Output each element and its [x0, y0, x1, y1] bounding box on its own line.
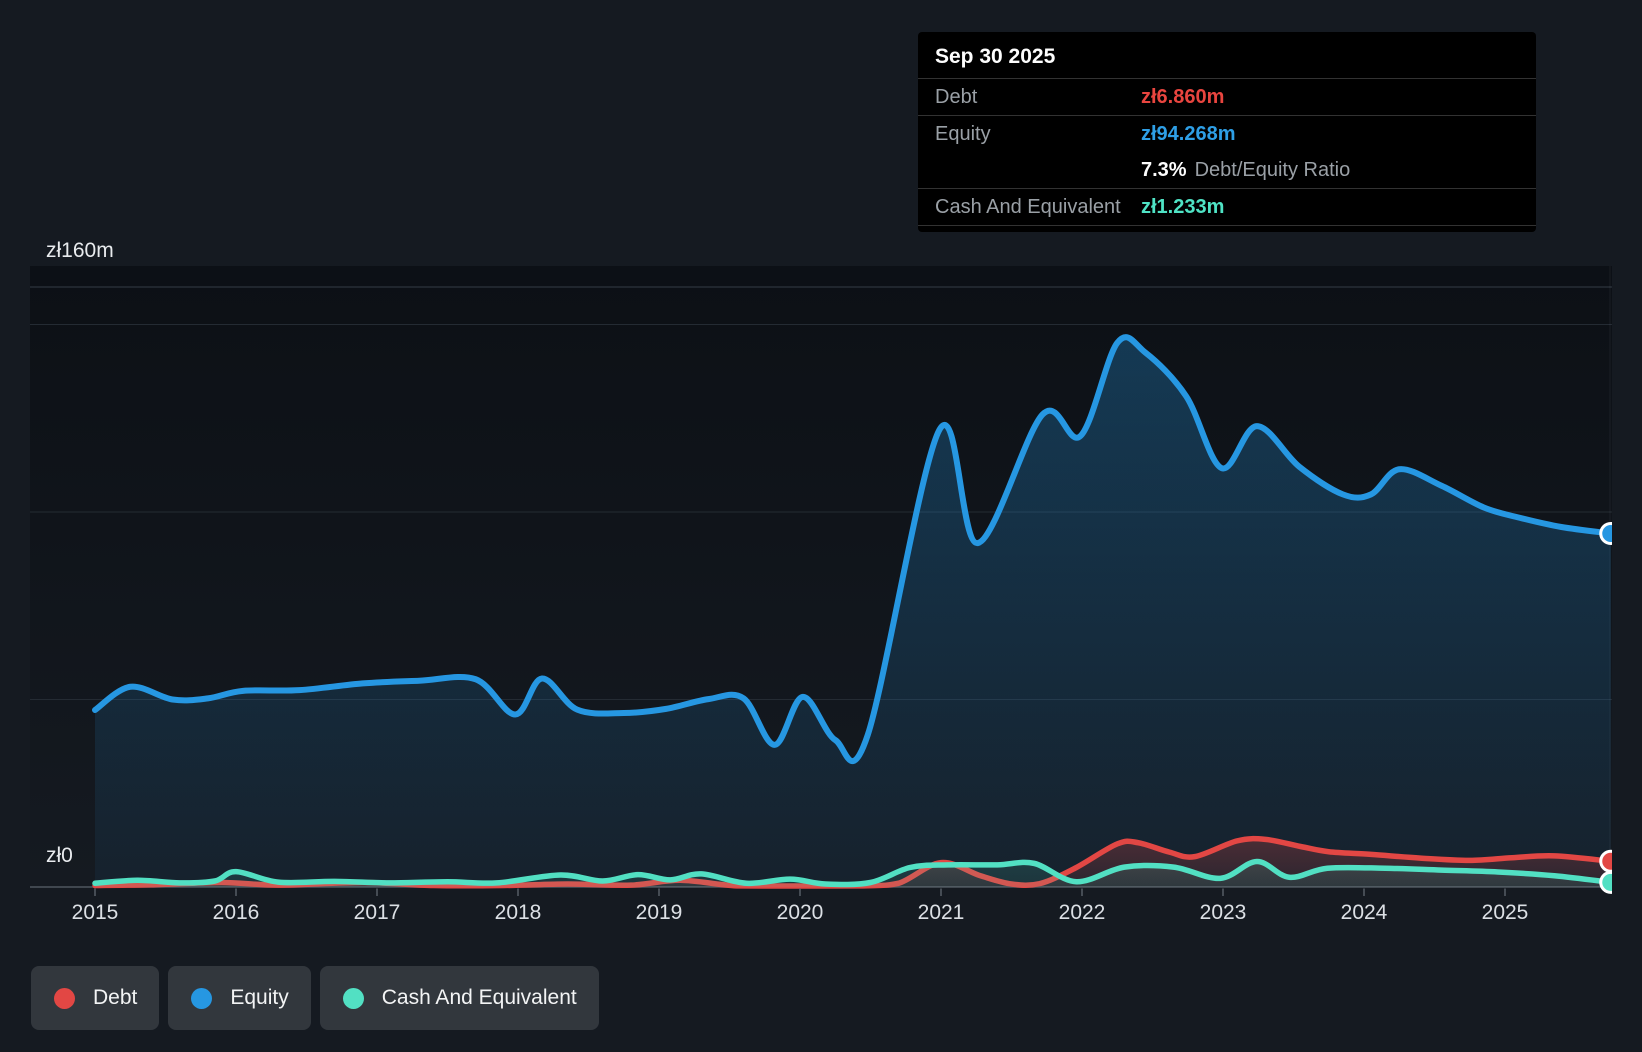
- x-axis-label: 2025: [1481, 901, 1529, 924]
- y-axis-label-max: zł160m: [46, 239, 114, 262]
- tooltip-row-value: zł1.233m: [1141, 195, 1225, 218]
- x-axis-label: 2020: [776, 901, 824, 924]
- x-axis-label: 2024: [1340, 901, 1388, 924]
- tooltip-row-value: zł6.860m: [1141, 85, 1225, 108]
- debt-equity-ratio-value: 7.3%: [1141, 158, 1187, 181]
- x-axis-label: 2017: [353, 901, 401, 924]
- tooltip-row-label: Debt: [935, 85, 978, 108]
- x-axis-label: 2015: [71, 901, 119, 924]
- debt-series-dot-icon: [54, 987, 75, 1009]
- tooltip-row-cash: Cash And Equivalent zł1.233m: [918, 188, 1536, 226]
- x-axis-label: 2023: [1199, 901, 1247, 924]
- y-axis-label-zero: zł0: [46, 844, 73, 867]
- tooltip-row-label: Equity: [935, 122, 991, 145]
- tooltip-row-equity: Equity zł94.268m: [918, 115, 1536, 152]
- cash-series-dot-icon: [342, 987, 364, 1009]
- legend-item-cash[interactable]: Cash And Equivalent: [319, 966, 599, 1030]
- x-axis-label: 2019: [635, 901, 683, 924]
- tooltip-row-ratio: 7.3% Debt/Equity Ratio: [918, 152, 1536, 188]
- debt-equity-ratio-label: Debt/Equity Ratio: [1194, 158, 1351, 181]
- equity-series-dot-icon: [191, 987, 213, 1009]
- x-axis-label: 2021: [917, 901, 965, 924]
- chart-legend: Debt Equity Cash And Equivalent: [31, 966, 599, 1030]
- x-axis-label: 2022: [1058, 901, 1106, 924]
- x-axis-label: 2016: [212, 901, 260, 924]
- legend-label: Equity: [230, 986, 289, 1009]
- legend-label: Cash And Equivalent: [381, 986, 577, 1009]
- legend-item-debt[interactable]: Debt: [31, 966, 160, 1030]
- tooltip-date: Sep 30 2025: [935, 45, 1056, 68]
- tooltip-row-label: Cash And Equivalent: [935, 195, 1121, 218]
- x-axis-label: 2018: [494, 901, 542, 924]
- legend-label: Debt: [93, 986, 138, 1009]
- tooltip-row-debt: Debt zł6.860m: [918, 78, 1536, 115]
- legend-item-equity[interactable]: Equity: [168, 966, 311, 1030]
- chart-tooltip: Sep 30 2025 Debt zł6.860m Equity zł94.26…: [918, 32, 1536, 232]
- tooltip-row-value: zł94.268m: [1141, 122, 1236, 145]
